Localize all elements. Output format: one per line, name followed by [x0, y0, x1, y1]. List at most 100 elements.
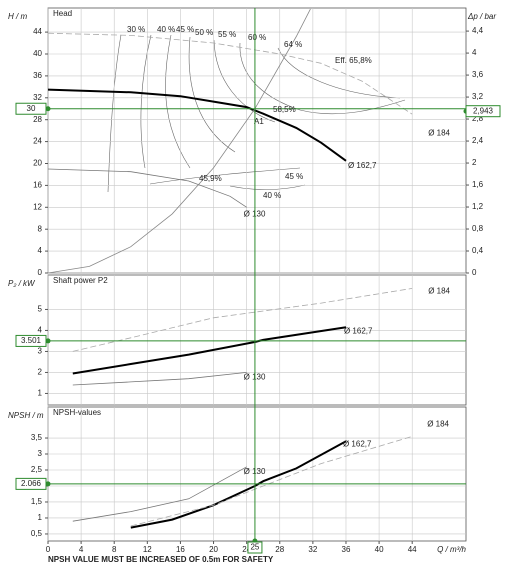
series-group: [72, 288, 413, 386]
y-tick-label: 28: [33, 115, 42, 124]
annotation: 45 %: [176, 25, 194, 34]
series-line: [48, 32, 413, 115]
y-tick-label: 44: [33, 27, 42, 36]
y-tick-label: 2: [38, 368, 43, 377]
value-box-label: 2,943: [473, 106, 494, 115]
y2-tick-label: 0,4: [472, 246, 484, 255]
y-tick-label: 20: [33, 159, 42, 168]
efficiency-curve: [213, 39, 276, 123]
annotation: 60 %: [248, 33, 266, 42]
annotation: 30 %: [127, 25, 145, 34]
value-box-label: 2.066: [21, 479, 42, 488]
value-box: [247, 541, 263, 554]
x-tick-label: 44: [408, 545, 417, 554]
series-label: Ø 162,7: [348, 161, 377, 170]
y2-tick-label: 0,8: [472, 224, 484, 233]
series-line: [72, 288, 413, 352]
y-tick-label: 0,5: [31, 529, 43, 538]
series-label: Ø 184: [428, 287, 450, 296]
y-tick-label: 0: [38, 268, 43, 277]
annotation: 45 %: [285, 172, 303, 181]
annotation: 40 %: [157, 25, 175, 34]
series-line: [72, 372, 247, 386]
y-tick-label: 4: [38, 326, 43, 335]
y2-tick-label: 2: [472, 158, 477, 167]
y-axis-label: H / m: [8, 12, 27, 21]
y2-axis-label: Δp / bar: [467, 12, 496, 21]
series-label: Ø 162,7: [344, 326, 373, 335]
y-tick-label: 3: [38, 347, 43, 356]
x-tick-label: 32: [308, 545, 317, 554]
y-tick-label: 3: [38, 449, 43, 458]
y-tick-label: 24: [33, 137, 42, 146]
annotation: 64 %: [284, 40, 302, 49]
efficiency-curve: [149, 167, 301, 185]
y2-tick-label: 3,6: [472, 70, 484, 79]
x-tick-label: 8: [112, 545, 117, 554]
y2-tick-label: 4: [472, 48, 477, 57]
y2-tick-label: 1,2: [472, 202, 484, 211]
y-tick-label: 5: [38, 305, 43, 314]
series-line: [48, 8, 311, 273]
x-tick-label: 28: [275, 545, 284, 554]
y-tick-label: 16: [33, 181, 42, 190]
efficiency-curve: [229, 184, 306, 190]
series-line: [72, 466, 247, 522]
y-tick-label: 3,5: [31, 433, 43, 442]
panel-frame: [47, 274, 467, 406]
y-tick-label: 4: [38, 246, 43, 255]
annotation: A1: [254, 117, 264, 126]
value-box: [465, 105, 501, 118]
annotation: 58,5%: [273, 105, 296, 114]
panel-title: Head: [53, 9, 72, 18]
series-line: [48, 168, 247, 208]
series-group: [72, 436, 413, 529]
operating-dot: [45, 481, 51, 487]
operating-dot: [45, 106, 51, 112]
series-label: Ø 184: [428, 128, 450, 137]
x-tick-label: 40: [375, 545, 384, 554]
panel-title: NPSH-values: [53, 408, 101, 417]
x-tick-label: 0: [46, 545, 51, 554]
x-tick-label: 12: [143, 545, 152, 554]
y-tick-label: 2,5: [31, 465, 43, 474]
panel-title: Shaft power P2: [53, 276, 108, 285]
annotation: 40 %: [263, 191, 281, 200]
y-tick-label: 36: [33, 71, 42, 80]
value-box: [15, 477, 47, 490]
efficiency-curve: [140, 34, 152, 169]
annotation: 45,9%: [199, 174, 222, 183]
x-tick-label: 36: [342, 545, 351, 554]
annotation: Eff. 65,8%: [335, 56, 372, 65]
series-line: [48, 88, 347, 162]
y2-tick-label: 4,4: [472, 26, 484, 35]
y-tick-label: 1: [38, 513, 43, 522]
series-group: [48, 8, 413, 273]
efficiency-curve: [165, 34, 191, 169]
x-axis-label: Q / m³/h: [437, 545, 466, 554]
operating-dot: [45, 338, 51, 344]
series-line: [72, 326, 347, 375]
efficiency-curve: [107, 34, 122, 193]
y-tick-label: 8: [38, 224, 43, 233]
value-box-label: 3.501: [21, 336, 42, 345]
value-box-label: 25: [250, 543, 259, 552]
value-box-label: 30: [27, 104, 36, 113]
x-tick-label: 20: [209, 545, 218, 554]
series-label: Ø 162,7: [343, 439, 372, 448]
y2-tick-label: 3,2: [472, 92, 484, 101]
y2-tick-label: 2,8: [472, 114, 484, 123]
y-tick-label: 12: [33, 202, 42, 211]
y-tick-label: 1: [38, 389, 43, 398]
series-line: [130, 436, 413, 527]
x-tick-label: 4: [79, 545, 84, 554]
value-box: [15, 334, 47, 347]
y2-tick-label: 2,4: [472, 136, 484, 145]
annotation: 55 %: [218, 30, 236, 39]
footnote: NPSH VALUE MUST BE INCREASED OF 0.5m FOR…: [48, 555, 274, 564]
x-tick-label: 24: [242, 545, 251, 554]
efficiency-curve: [239, 42, 406, 115]
efficiency-curve: [277, 47, 401, 99]
